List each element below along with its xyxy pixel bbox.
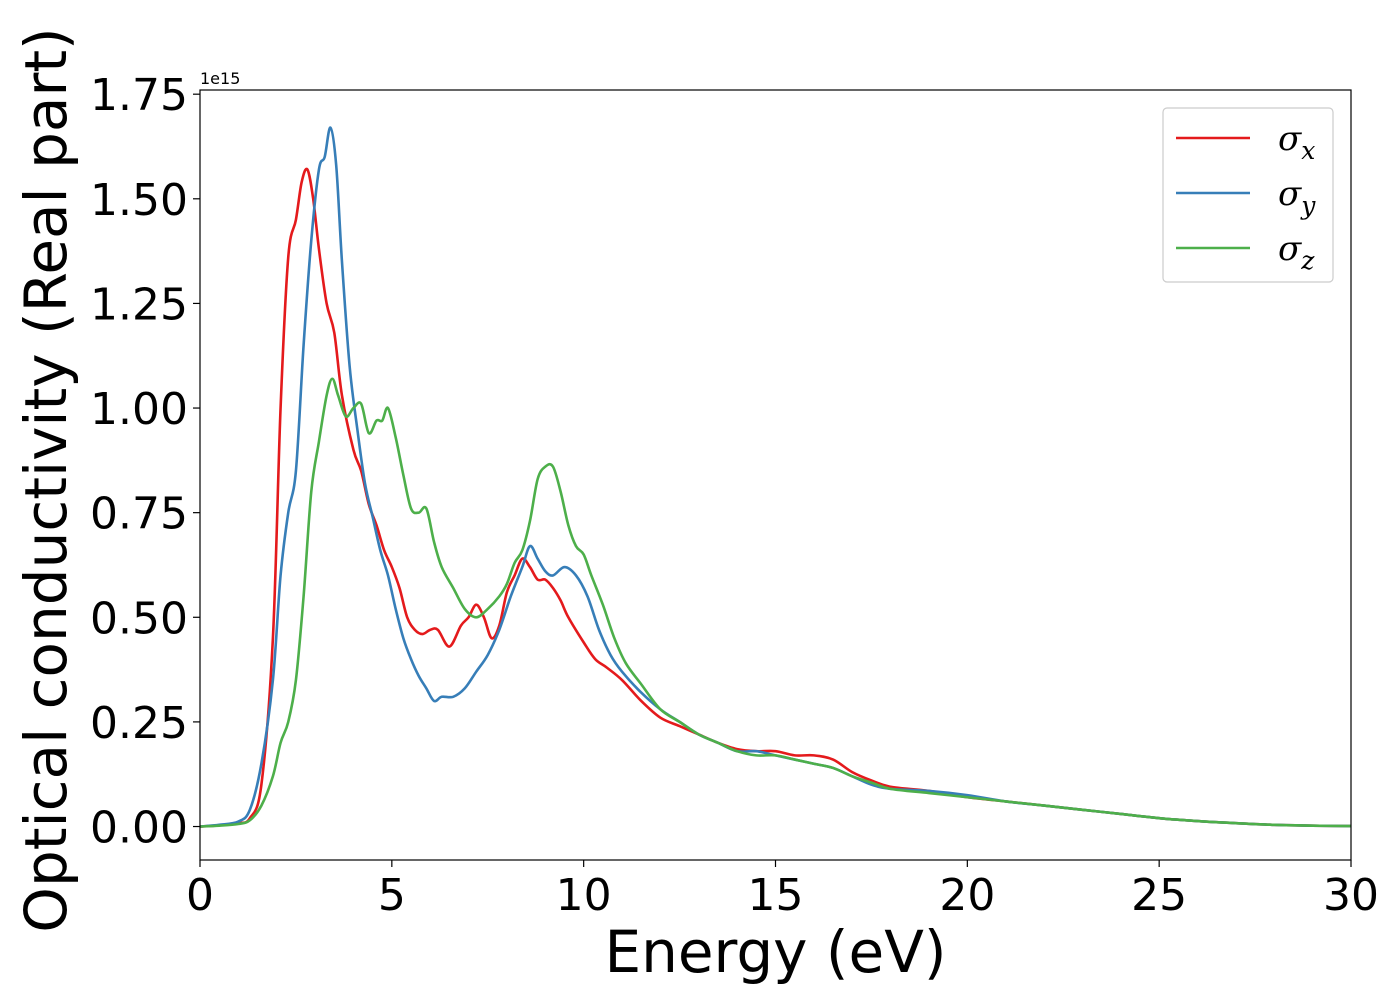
x-axis-title: Energy (eV) [604, 918, 946, 986]
legend-label: σx [1278, 119, 1315, 165]
legend-symbol: σ [1278, 229, 1302, 269]
legend-symbol: σ [1278, 174, 1302, 214]
y-tick-label: 0.50 [90, 593, 188, 644]
y-tick-label: 1.75 [90, 70, 188, 121]
y-axis: 0.00 0.25 0.50 0.75 1.00 1.25 1.50 1.75 [90, 70, 200, 854]
x-tick-label: 15 [748, 870, 804, 921]
y-tick-label: 0.25 [90, 698, 188, 749]
legend-box [1162, 107, 1334, 283]
x-tick-label: 0 [186, 870, 214, 921]
x-tick-label: 10 [556, 870, 612, 921]
series-layer [200, 126, 1351, 828]
y-tick-label: 0.75 [90, 489, 188, 540]
x-tick-label: 20 [939, 870, 995, 921]
x-tick-label: 30 [1323, 870, 1379, 921]
legend-label: σz [1278, 229, 1315, 275]
y-tick-label: 1.25 [90, 279, 188, 330]
legend-subscript: y [1300, 191, 1316, 220]
y-tick-label: 1.00 [90, 384, 188, 435]
series-line-sigma-z [200, 377, 1351, 828]
legend-label: σy [1278, 174, 1316, 220]
y-axis-title: Optical conductivity (Real part) [12, 27, 80, 932]
x-tick-label: 25 [1131, 870, 1187, 921]
y-offset-label: 1e15 [200, 69, 240, 88]
y-tick-label: 0.00 [90, 803, 188, 854]
legend-symbol: σ [1278, 119, 1302, 159]
legend-subscript: x [1301, 136, 1315, 165]
y-tick-label: 1.50 [90, 175, 188, 226]
legend-subscript: z [1300, 246, 1315, 275]
x-tick-label: 5 [378, 870, 406, 921]
x-axis: 0 5 10 15 20 25 30 [186, 860, 1379, 921]
series-line-sigma-x [200, 167, 1351, 828]
